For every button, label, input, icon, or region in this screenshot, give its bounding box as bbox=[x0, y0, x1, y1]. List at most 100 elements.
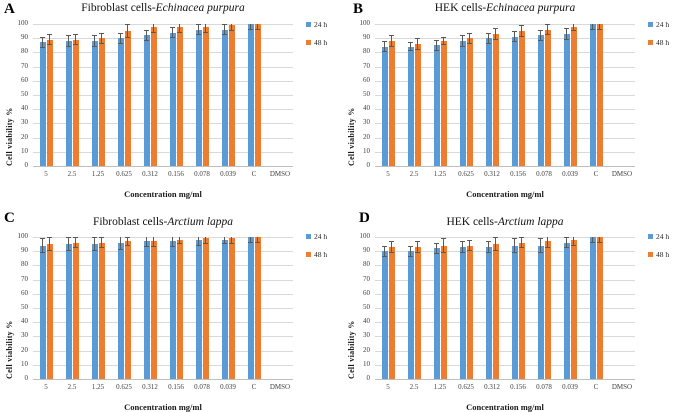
y-tick-label: 0 bbox=[366, 374, 371, 382]
error-bar bbox=[66, 237, 71, 252]
error-bar bbox=[382, 41, 387, 53]
x-tick-label: 5 bbox=[386, 170, 390, 178]
y-tick-label: 20 bbox=[21, 132, 28, 141]
chart-title: Fibroblast cells-Echinacea purpura bbox=[33, 2, 293, 14]
x-tick-label: 0.156 bbox=[168, 383, 184, 391]
bar-48h-0.312 bbox=[492, 28, 499, 166]
error-bar bbox=[125, 24, 130, 39]
error-stem bbox=[592, 237, 593, 243]
error-stem bbox=[495, 237, 496, 252]
bar-24h-0.625 bbox=[459, 241, 466, 379]
bar-24h-0.625 bbox=[459, 35, 466, 166]
error-cap-bottom bbox=[203, 243, 208, 245]
bar-48h-1.25 bbox=[440, 36, 447, 166]
x-tick-label: 0.078 bbox=[194, 383, 210, 391]
error-stem bbox=[224, 24, 225, 36]
error-bar bbox=[255, 24, 260, 30]
error-stem bbox=[49, 237, 50, 252]
y-tick-label: 100 bbox=[17, 19, 29, 27]
error-bar bbox=[73, 237, 78, 249]
y-tick-label: 50 bbox=[21, 90, 28, 98]
error-cap-bottom bbox=[538, 40, 543, 42]
bar-48h-0.625 bbox=[466, 239, 473, 379]
gridline bbox=[33, 123, 293, 125]
error-stem bbox=[514, 31, 515, 43]
error-bar bbox=[408, 42, 413, 51]
legend-label-48h: 48 h bbox=[314, 250, 328, 259]
error-stem bbox=[49, 33, 50, 46]
error-cap-bottom bbox=[196, 244, 201, 246]
bar-24h-0.078 bbox=[537, 29, 544, 166]
bar-48h-5 bbox=[46, 33, 53, 166]
error-bar bbox=[203, 24, 208, 33]
y-tick-label: 90 bbox=[363, 246, 370, 255]
gridline bbox=[375, 251, 635, 253]
bar-48h-2.5 bbox=[72, 33, 79, 166]
error-stem bbox=[127, 237, 128, 246]
bar-48h-2.5 bbox=[72, 237, 79, 379]
x-tick-label: DMSO bbox=[269, 383, 291, 391]
error-stem bbox=[94, 35, 95, 47]
panel-b: B HEK cells-Echinacea purpura Cell viabi… bbox=[342, 0, 685, 206]
bar-48h-0.312 bbox=[150, 24, 157, 166]
bar-48h-5 bbox=[388, 241, 395, 379]
x-tick-label: 0.625 bbox=[458, 170, 474, 178]
panel-d: D HEK cells-Arctium lappa Cell viability… bbox=[342, 206, 685, 412]
gridline bbox=[33, 95, 293, 96]
error-stem bbox=[250, 237, 251, 243]
bar-group-1.25 bbox=[427, 24, 453, 166]
bar-24h-1.25 bbox=[433, 39, 440, 166]
error-bar bbox=[99, 32, 104, 44]
error-cap-bottom bbox=[538, 251, 543, 253]
error-stem bbox=[146, 29, 147, 42]
error-cap-bottom bbox=[571, 244, 576, 246]
legend-item-24h: 24 h bbox=[306, 20, 327, 29]
error-cap-bottom bbox=[382, 255, 387, 257]
error-bar bbox=[389, 241, 394, 253]
error-stem bbox=[153, 24, 154, 33]
error-bar bbox=[415, 38, 420, 50]
bar-48h-C bbox=[596, 237, 603, 379]
panel-letter: A bbox=[4, 1, 15, 17]
chart-title-species: Echinacea purpura bbox=[486, 2, 576, 14]
bar-48h-C bbox=[596, 24, 603, 166]
error-stem bbox=[540, 238, 541, 253]
error-cap-bottom bbox=[512, 41, 517, 43]
bar-48h-5 bbox=[388, 35, 395, 166]
error-cap-bottom bbox=[389, 45, 394, 47]
error-bar bbox=[493, 28, 498, 40]
x-tick-label: 2.5 bbox=[67, 170, 77, 178]
error-bar bbox=[170, 237, 175, 247]
x-tick-label: 0.156 bbox=[168, 170, 184, 178]
error-bar bbox=[47, 237, 52, 252]
error-bar bbox=[248, 24, 253, 30]
x-tick-label: DMSO bbox=[611, 383, 633, 391]
bar-group-5 bbox=[33, 237, 59, 379]
x-tick-label: 0.156 bbox=[510, 170, 526, 178]
x-tick-label: 0.078 bbox=[536, 383, 552, 391]
error-stem bbox=[566, 237, 567, 249]
bar-48h-5 bbox=[46, 237, 53, 379]
error-cap-bottom bbox=[545, 34, 550, 36]
x-tick-label: 0.312 bbox=[484, 170, 500, 178]
error-stem bbox=[462, 241, 463, 253]
error-cap-bottom bbox=[441, 251, 446, 253]
bar-group-DMSO bbox=[609, 237, 635, 379]
error-bar bbox=[512, 238, 517, 253]
error-bar bbox=[40, 238, 45, 253]
x-tick-label: 1.25 bbox=[433, 170, 447, 178]
error-cap-bottom bbox=[222, 243, 227, 245]
error-bar bbox=[177, 24, 182, 33]
error-bar bbox=[196, 237, 201, 246]
bar-48h-0.039 bbox=[228, 237, 235, 379]
bar-48h-0.039 bbox=[228, 24, 235, 166]
panel-letter: B bbox=[353, 1, 364, 17]
bar-row bbox=[375, 24, 635, 166]
bar-group-1.25 bbox=[427, 237, 453, 379]
error-stem bbox=[205, 24, 206, 33]
error-cap-bottom bbox=[255, 241, 260, 243]
bar-group-0.078 bbox=[189, 237, 215, 379]
bar-48h-0.625 bbox=[124, 237, 131, 379]
error-stem bbox=[514, 238, 515, 253]
bar-48h-0.078 bbox=[544, 237, 551, 379]
